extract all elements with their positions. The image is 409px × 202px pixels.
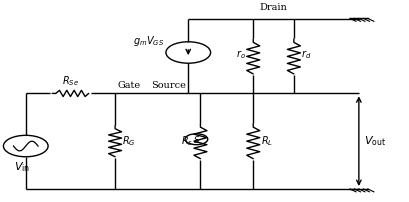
Text: $V_{\rm out}$: $V_{\rm out}$ [364, 134, 386, 148]
Text: $R_L$: $R_L$ [261, 134, 273, 148]
Text: $R_s$: $R_s$ [181, 134, 193, 148]
Text: $g_m V_{GS}$: $g_m V_{GS}$ [133, 34, 164, 48]
Text: $R_{Se}$: $R_{Se}$ [62, 74, 79, 88]
Text: $R_G$: $R_G$ [122, 134, 136, 148]
Text: Gate: Gate [117, 81, 140, 90]
Text: Drain: Drain [260, 3, 288, 12]
Text: $r_d$: $r_d$ [301, 48, 312, 61]
Text: Source: Source [151, 81, 186, 90]
Text: $V_{\rm in}$: $V_{\rm in}$ [13, 161, 30, 175]
Text: $r_o$: $r_o$ [236, 48, 246, 61]
Text: $S$: $S$ [193, 134, 200, 145]
